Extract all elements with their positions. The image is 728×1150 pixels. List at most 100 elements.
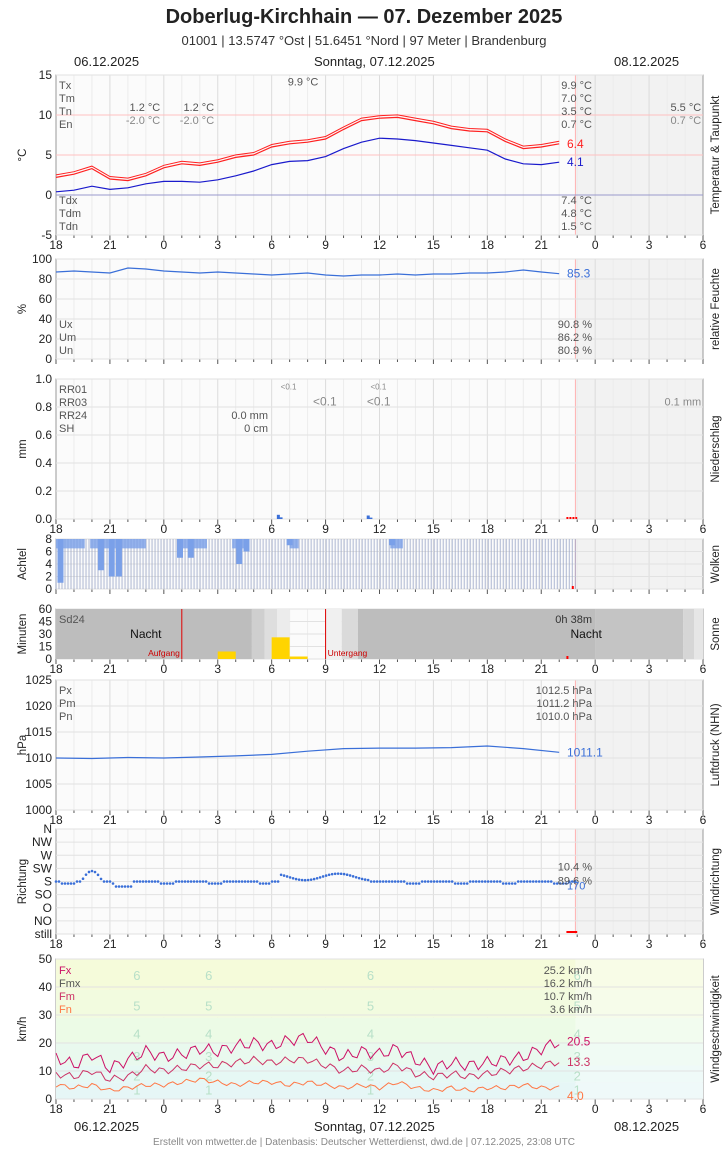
legend-value: 16.2 km/h bbox=[544, 978, 592, 990]
direction-dot bbox=[330, 872, 334, 876]
direction-dot bbox=[519, 880, 523, 883]
direction-dot bbox=[147, 880, 151, 883]
direction-dot bbox=[351, 875, 355, 878]
legend-label: Tn bbox=[59, 106, 72, 118]
cloud-gap-bar bbox=[108, 539, 115, 577]
y-tick-label: 15 bbox=[39, 68, 53, 82]
legend-value: 1012.5 hPa bbox=[536, 685, 593, 697]
direction-dot bbox=[345, 873, 349, 877]
y-tick-label: 0 bbox=[45, 652, 52, 666]
beaufort-label: 4 bbox=[367, 1027, 374, 1042]
direction-dot bbox=[504, 882, 508, 885]
y-axis-label: km/h bbox=[17, 1017, 29, 1042]
x-tick-label: 6 bbox=[700, 1102, 707, 1116]
future-bg bbox=[575, 680, 703, 810]
x-tick-label: 12 bbox=[373, 1102, 387, 1116]
beaufort-label: 2 bbox=[574, 1069, 581, 1084]
x-tick-label: 0 bbox=[592, 813, 599, 827]
direction-dot bbox=[363, 878, 367, 881]
direction-dot bbox=[420, 880, 424, 883]
x-tick-label: 12 bbox=[373, 662, 387, 676]
x-tick-label: 15 bbox=[427, 238, 441, 252]
legend-value: 0 cm bbox=[244, 423, 268, 435]
direction-dot bbox=[57, 880, 61, 883]
direction-dot bbox=[507, 882, 511, 885]
beaufort-label: 6 bbox=[133, 968, 140, 983]
legend-label: RR03 bbox=[59, 397, 87, 409]
direction-dot bbox=[477, 880, 481, 883]
night-shade bbox=[56, 609, 252, 659]
direction-dot bbox=[186, 880, 190, 883]
x-tick-label: 18 bbox=[481, 1102, 495, 1116]
direction-dot bbox=[219, 882, 223, 885]
y-tick-label: 30 bbox=[39, 1008, 53, 1022]
direction-dot bbox=[240, 880, 244, 883]
direction-dot bbox=[369, 880, 373, 883]
y-axis-label: °C bbox=[17, 149, 29, 162]
panel-side-label: Sonne bbox=[710, 617, 722, 650]
direction-label: W bbox=[41, 848, 53, 862]
direction-label: still bbox=[35, 927, 52, 941]
legend-label: RR24 bbox=[59, 410, 87, 422]
cloud-block bbox=[56, 539, 85, 549]
y-tick-label: 1000 bbox=[25, 803, 52, 817]
direction-dot bbox=[321, 875, 325, 878]
direction-dot bbox=[480, 880, 484, 883]
legend-value: 90.8 % bbox=[558, 319, 592, 331]
y-tick-label: 0 bbox=[45, 352, 52, 366]
beaufort-label: 3 bbox=[574, 1049, 581, 1064]
x-tick-label: 12 bbox=[373, 522, 387, 536]
beaufort-band bbox=[56, 1065, 703, 1083]
x-tick-label: 15 bbox=[427, 662, 441, 676]
direction-dot bbox=[432, 880, 436, 883]
direction-dot bbox=[333, 872, 337, 876]
calm-share: 10.4 % bbox=[558, 861, 592, 873]
y-tick-label: 6 bbox=[45, 545, 52, 559]
legend-value: 10.7 km/h bbox=[544, 991, 592, 1003]
x-tick-label: 0 bbox=[160, 1102, 167, 1116]
legend-label: Um bbox=[59, 332, 76, 344]
cloud-block bbox=[390, 539, 403, 549]
temperature-line bbox=[55, 116, 560, 182]
night-shade bbox=[357, 609, 596, 659]
mean-wind-line bbox=[55, 1055, 560, 1082]
gust-line bbox=[55, 1032, 560, 1076]
beaufort-label: 6 bbox=[367, 968, 374, 983]
direction-dot bbox=[201, 880, 205, 883]
direction-dot bbox=[75, 880, 79, 883]
legend-label: En bbox=[59, 119, 72, 131]
direction-label: SO bbox=[35, 888, 52, 902]
x-tick-label: 0 bbox=[592, 662, 599, 676]
direction-dot bbox=[183, 880, 187, 883]
direction-label: N bbox=[43, 822, 52, 836]
direction-dot bbox=[468, 880, 472, 883]
direction-dot bbox=[342, 872, 346, 876]
legend-label: SH bbox=[59, 423, 74, 435]
y-tick-label: 2 bbox=[45, 570, 52, 584]
current-gust: 20.5 bbox=[567, 1035, 591, 1049]
beaufort-label: 5 bbox=[133, 999, 140, 1014]
direction-dot bbox=[561, 882, 565, 885]
night-shade bbox=[341, 609, 358, 659]
direction-dot bbox=[255, 880, 259, 883]
x-tick-label: 21 bbox=[535, 522, 549, 536]
direction-dot bbox=[570, 880, 574, 883]
temp-annotation: 0.7 °C bbox=[670, 115, 701, 127]
y-tick-label: 0.8 bbox=[35, 400, 52, 414]
direction-dot bbox=[99, 877, 103, 881]
date-right: 08.12.2025 bbox=[614, 54, 680, 69]
y-tick-label: 1015 bbox=[25, 725, 52, 739]
y-axis-label: Richtung bbox=[17, 859, 29, 904]
direction-dot bbox=[423, 880, 427, 883]
direction-dot bbox=[525, 880, 529, 883]
direction-dot bbox=[210, 882, 214, 885]
direction-dot bbox=[387, 880, 391, 883]
current-dewpoint: 4.1 bbox=[567, 155, 584, 169]
sunshine-bar bbox=[271, 637, 290, 659]
x-tick-label: 12 bbox=[373, 813, 387, 827]
x-tick-label: 6 bbox=[268, 813, 275, 827]
direction-dot bbox=[429, 880, 433, 883]
direction-dot bbox=[189, 880, 193, 883]
night-label: Nacht bbox=[130, 627, 162, 641]
x-tick-label: 21 bbox=[535, 1102, 549, 1116]
